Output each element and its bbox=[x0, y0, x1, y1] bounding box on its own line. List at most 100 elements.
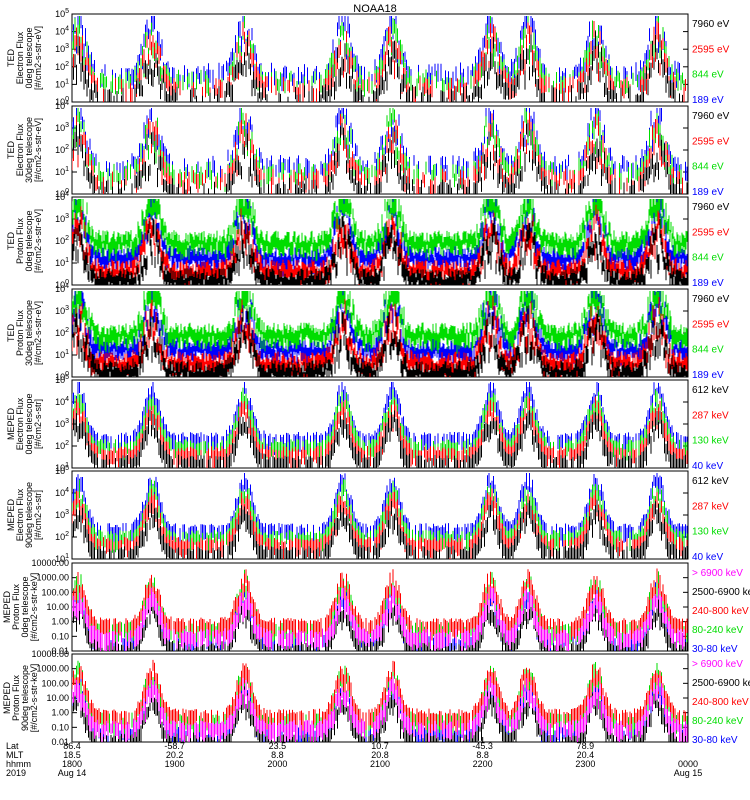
legend-entry: 7960 eV bbox=[692, 19, 730, 30]
legend-entry: 7960 eV bbox=[692, 294, 730, 305]
x-tick-label: 1800 bbox=[62, 759, 82, 769]
y-axis-label: Proton Flux bbox=[11, 583, 21, 630]
y-tick-label: 101 bbox=[55, 78, 69, 89]
panel-2: 100 101 102 103 104 TED Electron Flux 30deg tel… bbox=[6, 100, 730, 199]
y-axis-label: [#/cm2-s-str] bbox=[33, 399, 43, 449]
y-axis-label: Electron Flux bbox=[15, 397, 25, 450]
x-tick-label: 2000 bbox=[267, 759, 287, 769]
y-tick-label: 100 bbox=[55, 279, 69, 290]
panel-8: 0.01 0.10 1.00 10.00 100.00 1000.00 10000.00 ME… bbox=[2, 649, 750, 747]
y-tick-label: 102 bbox=[55, 144, 69, 155]
x-tick-label: Aug 15 bbox=[674, 768, 703, 778]
panel-1: 100 101 102 103 104 105 TED Electron Flux 0deg t… bbox=[6, 8, 730, 107]
legend-entry: 30-80 keV bbox=[692, 735, 738, 746]
legend-entry: 287 keV bbox=[692, 501, 729, 512]
legend-entry: 844 eV bbox=[692, 70, 724, 81]
legend-entry: 40 keV bbox=[692, 461, 723, 472]
y-tick-label: 105 bbox=[55, 374, 69, 385]
series-trace bbox=[72, 659, 686, 733]
legend-entry: 844 eV bbox=[692, 253, 724, 264]
panel-7: 0.01 0.10 1.00 10.00 100.00 1000.00 10000.00 ME… bbox=[2, 558, 750, 656]
y-axis-label: [#/cm2-s-str-eV] bbox=[33, 26, 43, 90]
x-tick-label: 2200 bbox=[473, 759, 493, 769]
legend-entry: 612 keV bbox=[692, 385, 729, 396]
series-trace bbox=[72, 409, 686, 468]
x-tick-label: 8.8 bbox=[476, 750, 489, 760]
series-trace bbox=[72, 215, 688, 285]
y-tick-label: 104 bbox=[55, 487, 69, 498]
y-axis-label: 30deg telescope bbox=[24, 117, 34, 183]
x-tick-label: -58.7 bbox=[164, 741, 185, 751]
legend-entry: 2595 eV bbox=[692, 227, 730, 238]
legend-entry: 130 keV bbox=[692, 436, 729, 447]
legend-entry: 189 eV bbox=[692, 278, 724, 289]
x-row-label: Lat bbox=[6, 741, 19, 751]
x-row-label: MLT bbox=[6, 750, 24, 760]
legend-entry: 2500-6900 keV bbox=[692, 678, 750, 689]
series-trace bbox=[72, 21, 686, 102]
legend-entry: 240-800 keV bbox=[692, 697, 749, 708]
y-tick-label: 103 bbox=[55, 213, 69, 224]
y-tick-label: 101 bbox=[55, 257, 69, 268]
legend-entry: 612 keV bbox=[692, 476, 729, 487]
series-trace bbox=[72, 585, 685, 651]
y-tick-label: 100 bbox=[55, 188, 69, 199]
y-tick-label: 102 bbox=[55, 531, 69, 542]
y-axis-label: MEPED bbox=[6, 408, 16, 441]
y-axis-label: TED bbox=[6, 140, 16, 159]
y-tick-label: 101 bbox=[55, 553, 69, 564]
y-axis-label: [#/cm2-s-str-keV] bbox=[29, 664, 39, 733]
legend-entry: 2500-6900 keV bbox=[692, 587, 750, 598]
y-tick-label: 102 bbox=[55, 235, 69, 246]
y-axis-label: Electron Flux bbox=[15, 488, 25, 541]
x-tick-label: 1900 bbox=[165, 759, 185, 769]
y-axis-label: [#/cm2-s-str-keV] bbox=[29, 573, 39, 642]
y-axis-label: [#/cm2-s-str-eV] bbox=[33, 118, 43, 182]
y-axis-label: MEPED bbox=[2, 682, 12, 715]
y-axis-label: 0deg telescope bbox=[24, 210, 34, 271]
y-axis-label: [#/cm2-s-str-eV] bbox=[33, 209, 43, 273]
data-traces bbox=[72, 568, 688, 651]
y-axis-label: 90deg telescope bbox=[24, 482, 34, 548]
y-tick-label: 100.00 bbox=[41, 587, 69, 597]
data-traces bbox=[72, 16, 686, 102]
y-tick-label: 0.01 bbox=[51, 646, 69, 656]
y-axis-label: Electron Flux bbox=[15, 31, 25, 84]
y-tick-label: 104 bbox=[55, 396, 69, 407]
legend-entry: 7960 eV bbox=[692, 111, 730, 122]
y-axis-label: TED bbox=[6, 323, 16, 342]
data-traces bbox=[72, 291, 688, 377]
y-tick-label: 103 bbox=[55, 509, 69, 520]
y-tick-label: 10000.00 bbox=[31, 649, 69, 659]
y-axis-label: MEPED bbox=[2, 591, 12, 624]
x-tick-label: 86.4 bbox=[63, 741, 81, 751]
legend-entry: 130 keV bbox=[692, 527, 729, 538]
y-tick-label: 102 bbox=[55, 327, 69, 338]
y-tick-label: 104 bbox=[55, 100, 69, 111]
panel-frame bbox=[71, 13, 689, 103]
y-axis-label: Proton Flux bbox=[11, 674, 21, 721]
y-tick-label: 0.10 bbox=[51, 722, 69, 732]
legend-entry: 30-80 keV bbox=[692, 644, 738, 655]
legend-entry: 844 eV bbox=[692, 162, 724, 173]
series-trace bbox=[72, 31, 683, 102]
y-tick-label: 104 bbox=[55, 283, 69, 294]
legend-entry: 2595 eV bbox=[692, 136, 730, 147]
legend-entry: 189 eV bbox=[692, 95, 724, 106]
x-tick-label: -45.3 bbox=[472, 741, 493, 751]
legend-entry: 287 keV bbox=[692, 410, 729, 421]
y-tick-label: 1.00 bbox=[51, 617, 69, 627]
x-row-label: 2019 bbox=[6, 768, 26, 778]
y-axis-label: 30deg telescope bbox=[24, 300, 34, 366]
x-tick-label: 20.8 bbox=[371, 750, 389, 760]
legend-entry: 844 eV bbox=[692, 345, 724, 356]
data-traces bbox=[72, 473, 688, 559]
x-tick-label: 23.5 bbox=[269, 741, 287, 751]
legend-entry: 240-800 keV bbox=[692, 606, 749, 617]
y-tick-label: 101 bbox=[55, 166, 69, 177]
x-tick-label: 8.8 bbox=[271, 750, 284, 760]
y-axis-label: TED bbox=[6, 231, 16, 250]
y-axis-label: 90deg telescope bbox=[20, 665, 30, 731]
